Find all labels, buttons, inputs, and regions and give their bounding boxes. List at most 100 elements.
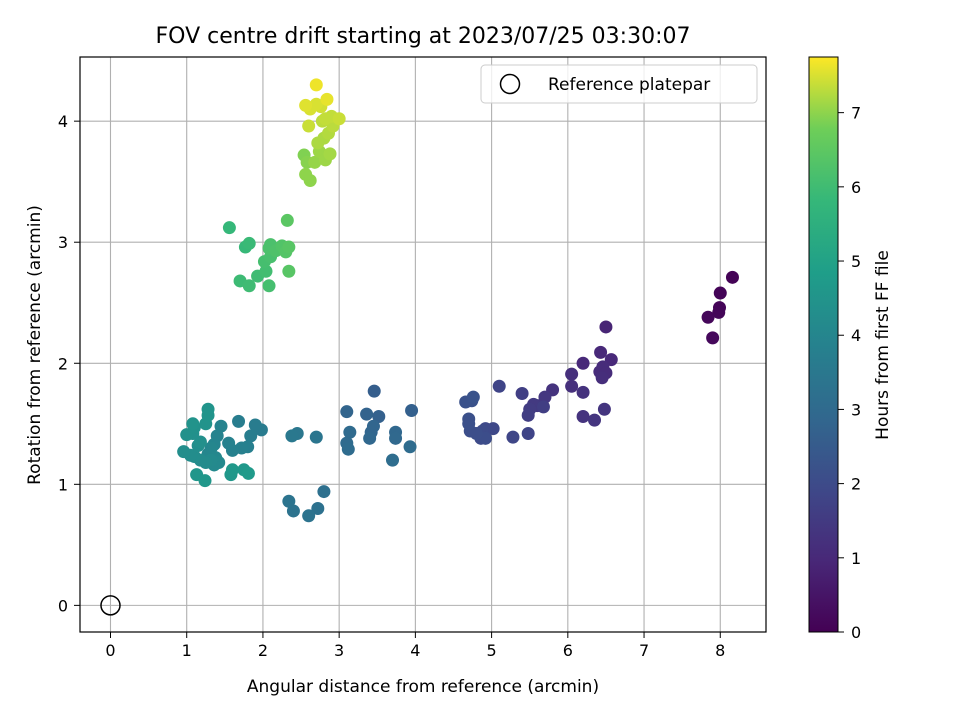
y-tick-label: 0: [58, 596, 68, 615]
data-point: [521, 408, 535, 422]
data-point: [259, 264, 273, 278]
reference-marker: [100, 595, 121, 616]
x-tick-label: 6: [563, 641, 573, 660]
data-point: [302, 119, 316, 133]
data-point: [242, 236, 256, 250]
data-point: [317, 485, 331, 499]
data-point: [341, 442, 355, 456]
data-point: [302, 509, 316, 523]
data-point: [701, 310, 715, 324]
data-point: [282, 264, 296, 278]
x-tick-label: 4: [410, 641, 420, 660]
y-tick-label: 3: [58, 233, 68, 252]
data-point: [280, 213, 294, 227]
reference-point: [100, 595, 121, 616]
data-point: [222, 436, 236, 450]
colorbar-tick-label: 7: [851, 104, 861, 123]
data-point: [597, 402, 611, 416]
data-point: [372, 410, 386, 424]
data-point: [599, 320, 613, 334]
legend-entry: Reference platepar: [548, 75, 710, 95]
data-point: [282, 240, 296, 254]
data-point: [712, 305, 726, 319]
y-tick-label: 4: [58, 112, 68, 131]
data-point: [285, 429, 299, 443]
legend-box: [480, 64, 758, 104]
data-point: [706, 331, 720, 345]
legend-marker-icon: [499, 73, 521, 95]
data-point: [565, 367, 579, 381]
data-point: [323, 147, 337, 161]
data-point: [193, 435, 207, 449]
data-point: [565, 379, 579, 393]
colorbar-label: Hours from first FF file: [873, 250, 893, 440]
data-point: [225, 463, 239, 477]
data-point: [389, 431, 403, 445]
colorbar-tick-label: 1: [851, 549, 861, 568]
x-tick-label: 8: [715, 641, 725, 660]
y-axis-ticks: 0 1 2 3 4: [58, 112, 80, 615]
data-point: [241, 466, 255, 480]
x-tick-label: 1: [182, 641, 192, 660]
data-point: [363, 431, 377, 445]
colorbar-tick-label: 2: [851, 475, 861, 494]
data-point: [244, 429, 258, 443]
data-point: [536, 400, 550, 414]
data-point: [340, 405, 354, 419]
chart-title: FOV centre drift starting at 2023/07/25 …: [156, 24, 691, 49]
data-point: [576, 356, 590, 370]
data-point: [538, 390, 552, 404]
data-point: [186, 417, 200, 431]
x-axis-label: Angular distance from reference (arcmin): [247, 677, 599, 697]
data-point: [506, 430, 520, 444]
x-tick-label: 5: [487, 641, 497, 660]
data-point: [343, 425, 357, 439]
y-axis-label: Rotation from reference (arcmin): [25, 205, 45, 485]
data-point: [576, 385, 590, 399]
data-point: [232, 414, 246, 428]
data-point: [286, 504, 300, 518]
data-point: [309, 430, 323, 444]
data-point: [198, 474, 212, 488]
grid-lines: [80, 57, 766, 632]
data-point: [588, 413, 601, 427]
data-point: [177, 445, 191, 459]
data-point: [311, 502, 325, 516]
data-point: [521, 426, 535, 440]
data-point: [320, 92, 334, 106]
data-point: [492, 379, 506, 393]
x-tick-label: 0: [105, 641, 115, 660]
data-point: [466, 390, 480, 404]
data-point: [360, 407, 374, 421]
data-point: [282, 494, 296, 508]
y-tick-label: 2: [58, 354, 68, 373]
data-point: [462, 412, 476, 426]
x-axis-ticks: 0 1 2 3 4 5 6 7 8: [105, 632, 725, 660]
colorbar-tick-label: 0: [851, 623, 861, 642]
x-tick-label: 3: [334, 641, 344, 660]
colorbar-tick-label: 4: [851, 326, 861, 345]
data-point: [405, 403, 419, 417]
data-point: [595, 371, 609, 385]
data-point: [242, 279, 256, 293]
data-point: [332, 112, 346, 126]
data-point: [303, 173, 317, 187]
colorbar: [808, 56, 839, 633]
data-point: [309, 78, 323, 92]
data-point: [576, 410, 590, 424]
x-tick-label: 2: [258, 641, 268, 660]
data-point: [386, 453, 400, 467]
data-point: [262, 279, 276, 293]
colorbar-tick-label: 3: [851, 400, 861, 419]
data-point: [403, 440, 417, 454]
data-point: [594, 345, 608, 359]
y-tick-label: 1: [58, 475, 68, 494]
data-point: [367, 384, 381, 398]
data-point: [299, 98, 313, 112]
colorbar-tick-label: 6: [851, 178, 861, 197]
plot-frame: [79, 56, 767, 633]
data-points: [177, 78, 739, 523]
data-point: [222, 221, 236, 235]
